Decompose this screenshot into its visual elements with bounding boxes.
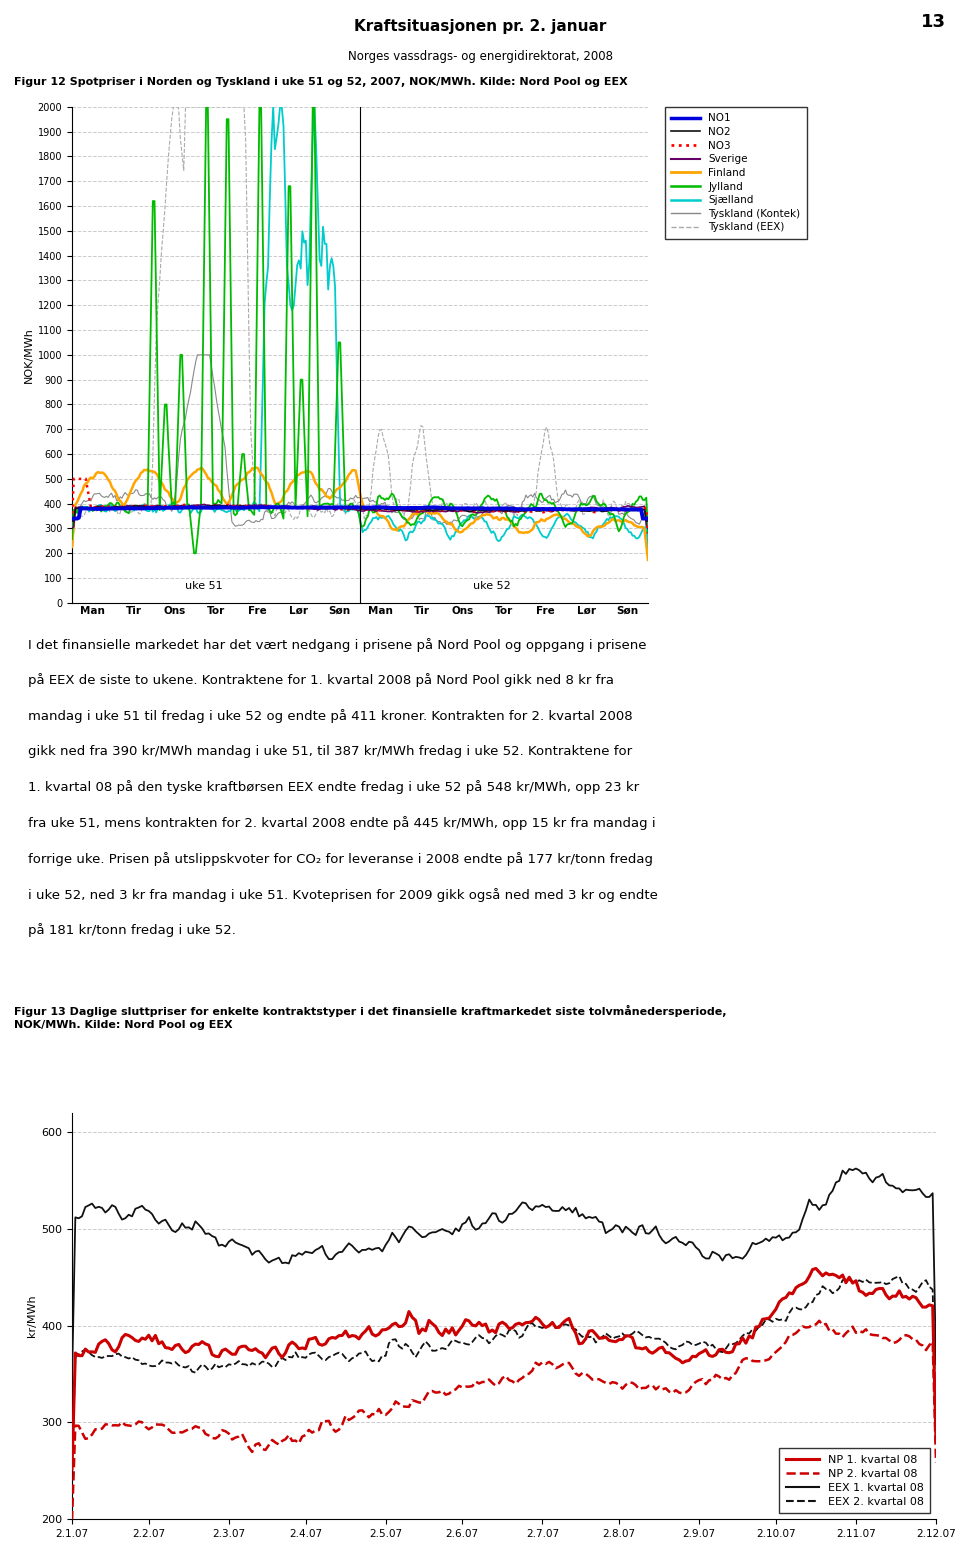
Text: i uke 52, ned 3 kr fra mandag i uke 51. Kvoteprisen for 2009 gikk også ned med 3: i uke 52, ned 3 kr fra mandag i uke 51. …: [29, 888, 659, 902]
Legend: NO1, NO2, NO3, Sverige, Finland, Jylland, Sjælland, Tyskland (Kontek), Tyskland : NO1, NO2, NO3, Sverige, Finland, Jylland…: [664, 106, 806, 238]
Text: 13: 13: [921, 13, 946, 30]
Text: på 181 kr/tonn fredag i uke 52.: på 181 kr/tonn fredag i uke 52.: [29, 924, 236, 938]
Y-axis label: NOK/MWh: NOK/MWh: [23, 327, 34, 382]
Text: gikk ned fra 390 kr/MWh mandag i uke 51, til 387 kr/MWh fredag i uke 52. Kontrak: gikk ned fra 390 kr/MWh mandag i uke 51,…: [29, 745, 633, 758]
Text: Figur 12 Spotpriser i Norden og Tyskland i uke 51 og 52, 2007, NOK/MWh. Kilde: N: Figur 12 Spotpriser i Norden og Tyskland…: [14, 77, 628, 86]
Text: mandag i uke 51 til fredag i uke 52 og endte på 411 kroner. Kontrakten for 2. kv: mandag i uke 51 til fredag i uke 52 og e…: [29, 709, 633, 723]
Text: I det finansielle markedet har det vært nedgang i prisene på Nord Pool og oppgan: I det finansielle markedet har det vært …: [29, 637, 647, 651]
Text: Figur 13 Daglige sluttpriser for enkelte kontraktstyper i det finansielle kraftm: Figur 13 Daglige sluttpriser for enkelte…: [14, 1005, 727, 1029]
Text: Norges vassdrags- og energidirektorat, 2008: Norges vassdrags- og energidirektorat, 2…: [348, 50, 612, 63]
Text: forrige uke. Prisen på utslippskvoter for CO₂ for leveranse i 2008 endte på 177 : forrige uke. Prisen på utslippskvoter fo…: [29, 852, 654, 866]
Y-axis label: kr/MWh: kr/MWh: [27, 1295, 37, 1337]
Text: fra uke 51, mens kontrakten for 2. kvartal 2008 endte på 445 kr/MWh, opp 15 kr f: fra uke 51, mens kontrakten for 2. kvart…: [29, 816, 656, 830]
Text: uke 51: uke 51: [185, 581, 223, 592]
Legend: NP 1. kvartal 08, NP 2. kvartal 08, EEX 1. kvartal 08, EEX 2. kvartal 08: NP 1. kvartal 08, NP 2. kvartal 08, EEX …: [779, 1449, 930, 1513]
Text: 1. kvartal 08 på den tyske kraftbørsen EEX endte fredag i uke 52 på 548 kr/MWh, : 1. kvartal 08 på den tyske kraftbørsen E…: [29, 780, 639, 794]
Text: på EEX de siste to ukene. Kontraktene for 1. kvartal 2008 på Nord Pool gikk ned : på EEX de siste to ukene. Kontraktene fo…: [29, 673, 614, 687]
Text: uke 52: uke 52: [472, 581, 511, 592]
Text: Kraftsituasjonen pr. 2. januar: Kraftsituasjonen pr. 2. januar: [354, 19, 606, 34]
